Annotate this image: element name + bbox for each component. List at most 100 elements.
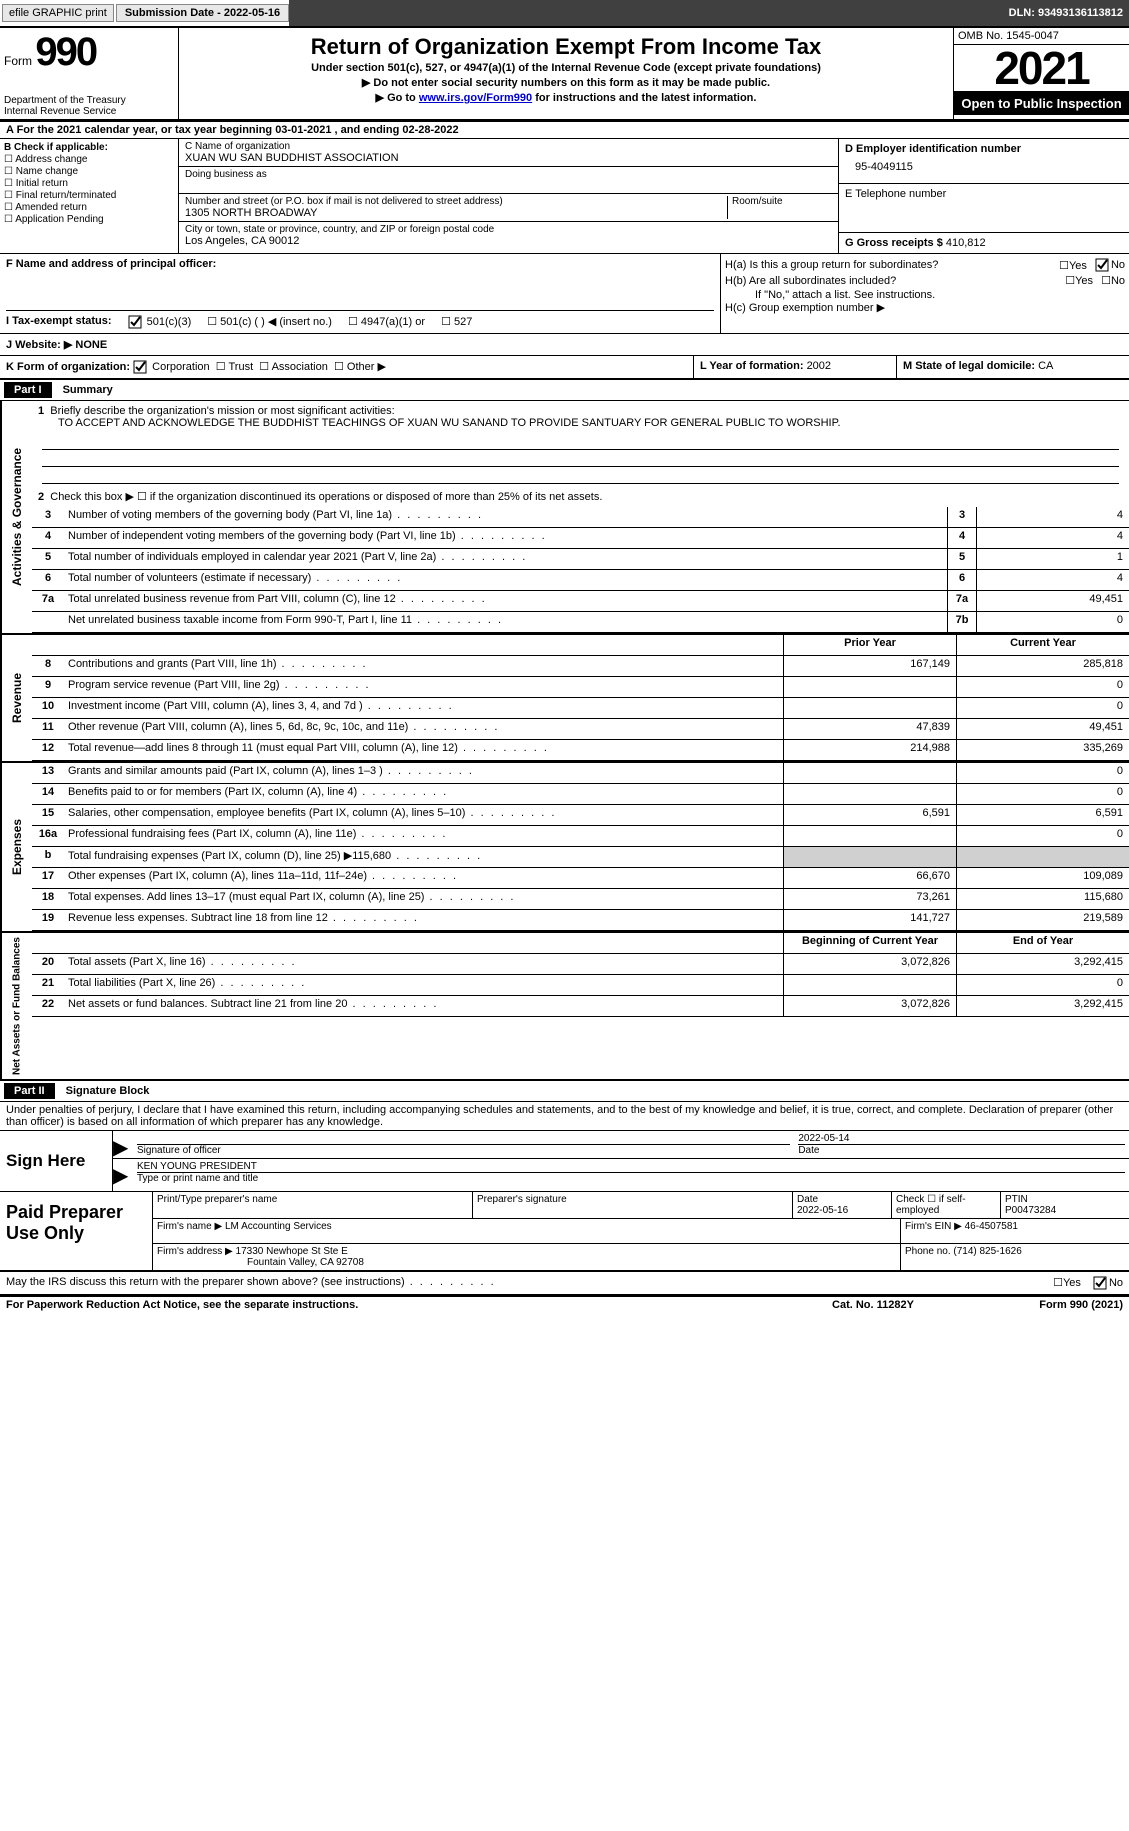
current-value: 109,089 <box>956 868 1129 888</box>
prior-value: 73,261 <box>783 889 956 909</box>
prior-year-header: Prior Year <box>783 635 956 655</box>
opt-initial-return[interactable]: ☐ Initial return <box>4 178 174 189</box>
opt-name-change[interactable]: ☐ Name change <box>4 166 174 177</box>
check-icon <box>133 360 149 374</box>
col-b-check-applicable: B Check if applicable: ☐ Address change … <box>0 139 179 253</box>
ha-label: H(a) Is this a group return for subordin… <box>725 259 1059 271</box>
line-number: 4 <box>32 528 64 548</box>
line-description: Total assets (Part X, line 16) <box>64 954 783 974</box>
opt-address-change[interactable]: ☐ Address change <box>4 154 174 165</box>
ptin-value: P00473284 <box>1005 1205 1056 1216</box>
discuss-no[interactable]: No <box>1109 1277 1123 1289</box>
table-row: 17 Other expenses (Part IX, column (A), … <box>32 868 1129 889</box>
prep-check-label[interactable]: Check ☐ if self-employed <box>891 1192 1000 1218</box>
line-description: Total fundraising expenses (Part IX, col… <box>64 847 783 867</box>
opt-4947[interactable]: 4947(a)(1) or <box>361 316 425 328</box>
current-value: 335,269 <box>956 740 1129 760</box>
discuss-yes[interactable]: Yes <box>1063 1277 1081 1289</box>
website-label: J Website: ▶ NONE <box>6 339 107 351</box>
subtitle-3-post: for instructions and the latest informat… <box>535 92 756 104</box>
sig-date-value: 2022-05-14 <box>798 1133 1125 1144</box>
table-row: 3 Number of voting members of the govern… <box>32 507 1129 528</box>
m-value: CA <box>1038 360 1053 372</box>
line-number: 17 <box>32 868 64 888</box>
line-description: Total number of volunteers (estimate if … <box>64 570 947 590</box>
line-box-number: 5 <box>947 549 976 569</box>
table-row: 7a Total unrelated business revenue from… <box>32 591 1129 612</box>
tax-year: 2021 <box>954 45 1129 92</box>
hb-no[interactable]: No <box>1111 275 1125 287</box>
revenue-section: Revenue Prior Year Current Year 8 Contri… <box>0 635 1129 763</box>
opt-501c3[interactable]: 501(c)(3) <box>147 316 192 328</box>
prior-value <box>783 763 956 783</box>
line-number: 11 <box>32 719 64 739</box>
mission-blank-line <box>42 452 1119 467</box>
cat-number: Cat. No. 11282Y <box>773 1299 973 1311</box>
check-icon <box>128 315 144 329</box>
prior-value: 3,072,826 <box>783 954 956 974</box>
org-name: XUAN WU SAN BUDDHIST ASSOCIATION <box>185 152 832 164</box>
opt-final-return[interactable]: ☐ Final return/terminated <box>4 190 174 201</box>
prior-value <box>783 826 956 846</box>
line-number: 22 <box>32 996 64 1016</box>
line-description: Benefits paid to or for members (Part IX… <box>64 784 783 804</box>
current-value: 0 <box>956 763 1129 783</box>
line-description: Number of voting members of the governin… <box>64 507 947 527</box>
line-box-number: 7a <box>947 591 976 611</box>
k-corp[interactable]: Corporation <box>152 361 209 373</box>
efile-print-button[interactable]: efile GRAPHIC print <box>2 4 114 22</box>
mission-blank-line <box>42 435 1119 450</box>
row-a-calendar-year: A For the 2021 calendar year, or tax yea… <box>0 122 1129 139</box>
printed-name: KEN YOUNG PRESIDENT <box>137 1161 1125 1172</box>
form-label: Form <box>4 54 32 68</box>
col-c-org-info: C Name of organization XUAN WU SAN BUDDH… <box>179 139 839 253</box>
paid-preparer-label: Paid Preparer Use Only <box>0 1192 152 1270</box>
open-inspection-label: Open to Public Inspection <box>954 92 1129 115</box>
opt-amended-return[interactable]: ☐ Amended return <box>4 202 174 213</box>
city-value: Los Angeles, CA 90012 <box>185 235 832 247</box>
line-number: 21 <box>32 975 64 995</box>
form-number: 990 <box>35 30 96 74</box>
opt-501c[interactable]: 501(c) ( ) ◀ (insert no.) <box>220 316 332 328</box>
current-value: 0 <box>956 826 1129 846</box>
submission-date: Submission Date - 2022-05-16 <box>116 4 289 22</box>
line-number: 19 <box>32 910 64 930</box>
k-other[interactable]: Other ▶ <box>347 361 386 373</box>
ha-no[interactable]: No <box>1111 259 1125 271</box>
table-row: 12 Total revenue—add lines 8 through 11 … <box>32 740 1129 761</box>
line-value: 0 <box>976 612 1129 632</box>
table-row: 10 Investment income (Part VIII, column … <box>32 698 1129 719</box>
k-trust[interactable]: Trust <box>229 361 254 373</box>
row-k: K Form of organization: Corporation ☐ Tr… <box>0 356 1129 380</box>
expenses-section: Expenses 13 Grants and similar amounts p… <box>0 763 1129 933</box>
dba-label: Doing business as <box>185 169 832 180</box>
line-description: Net unrelated business taxable income fr… <box>64 612 947 632</box>
row-j-website: J Website: ▶ NONE <box>0 334 1129 356</box>
line-description: Contributions and grants (Part VIII, lin… <box>64 656 783 676</box>
hb-yes[interactable]: Yes <box>1075 275 1093 287</box>
firm-ein-value: 46-4507581 <box>965 1221 1018 1232</box>
k-assoc[interactable]: Association <box>272 361 328 373</box>
subtitle-1: Under section 501(c), 527, or 4947(a)(1)… <box>183 62 949 74</box>
prior-value <box>783 677 956 697</box>
m-label: M State of legal domicile: <box>903 360 1038 372</box>
gross-label: G Gross receipts $ <box>845 237 946 249</box>
opt-527[interactable]: 527 <box>454 316 472 328</box>
instructions-link[interactable]: www.irs.gov/Form990 <box>419 92 532 104</box>
ein-value: 95-4049115 <box>845 155 1123 179</box>
line-number: 12 <box>32 740 64 760</box>
room-label: Room/suite <box>732 196 832 207</box>
street-label: Number and street (or P.O. box if mail i… <box>185 196 727 207</box>
opt-application-pending[interactable]: ☐ Application Pending <box>4 214 174 225</box>
prior-value: 6,591 <box>783 805 956 825</box>
subtitle-2: ▶ Do not enter social security numbers o… <box>183 76 949 89</box>
table-row: b Total fundraising expenses (Part IX, c… <box>32 847 1129 868</box>
line-value: 4 <box>976 507 1129 527</box>
org-name-label: C Name of organization <box>185 141 832 152</box>
arrow-icon: ▶ <box>113 1166 133 1186</box>
prior-value: 214,988 <box>783 740 956 760</box>
ha-yes[interactable]: Yes <box>1069 260 1087 272</box>
line-description: Other expenses (Part IX, column (A), lin… <box>64 868 783 888</box>
netassets-section: Net Assets or Fund Balances Beginning of… <box>0 933 1129 1081</box>
current-value: 0 <box>956 784 1129 804</box>
